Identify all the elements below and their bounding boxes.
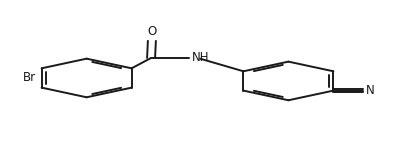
Text: N: N [366,84,375,97]
Text: Br: Br [22,71,36,84]
Text: NH: NH [191,51,209,64]
Text: O: O [147,25,156,38]
